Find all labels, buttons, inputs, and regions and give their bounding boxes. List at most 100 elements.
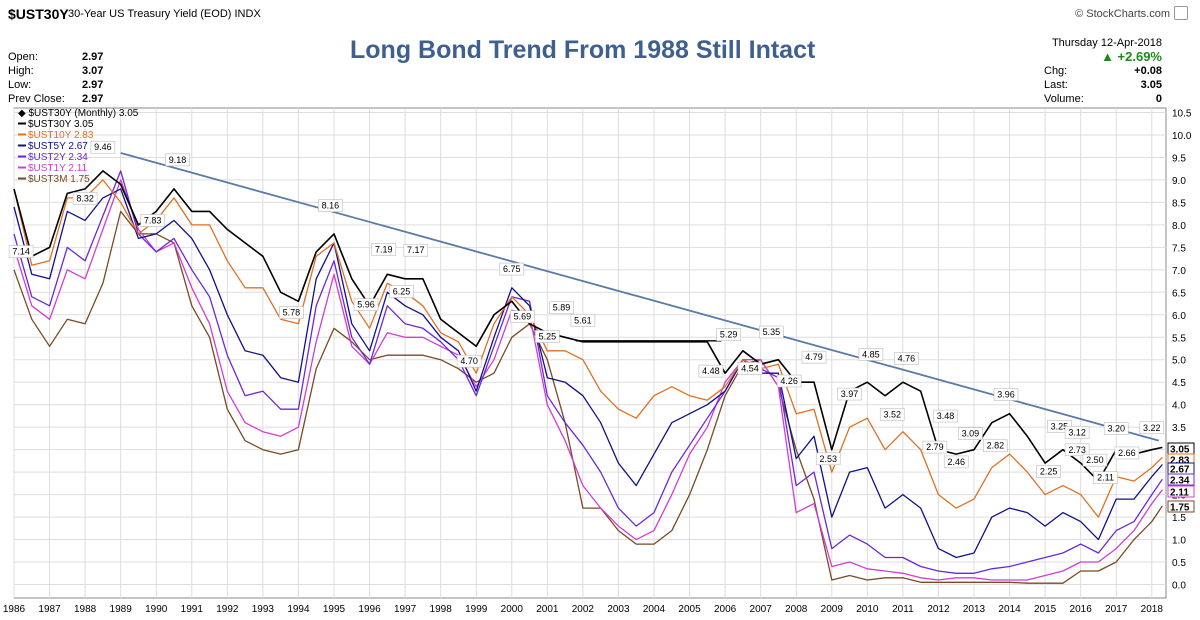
annotation-box bbox=[958, 427, 983, 440]
annotation-label: 4.79 bbox=[805, 352, 823, 362]
y-tick-label: 1.0 bbox=[1172, 536, 1186, 547]
y-tick-label: 9.5 bbox=[1172, 153, 1186, 164]
x-tick-label: 2010 bbox=[856, 604, 879, 615]
x-tick-label: 2012 bbox=[927, 604, 950, 615]
last-value-tag-box bbox=[1167, 500, 1195, 513]
last-value-tag-ust10y: 2.83 bbox=[1170, 456, 1190, 467]
legend-entry-ust10y: $UST10Y 2.83 bbox=[28, 130, 94, 141]
annotation-label: 3.48 bbox=[937, 411, 955, 421]
annotation-label: 6.75 bbox=[503, 264, 521, 274]
trendline bbox=[120, 152, 1160, 442]
x-tick-label: 1993 bbox=[252, 604, 275, 615]
annotation-box bbox=[993, 388, 1019, 401]
annotation-box bbox=[815, 452, 841, 466]
annotation-box bbox=[1082, 453, 1108, 467]
change-percent: ▲ +2.69% bbox=[1101, 49, 1162, 64]
y-tick-label: 8.5 bbox=[1172, 198, 1186, 209]
annotation-box bbox=[983, 439, 1008, 453]
annotation-label: 2.73 bbox=[1068, 445, 1086, 455]
annotation-label: 4.70 bbox=[460, 356, 478, 366]
x-tick-label: 2011 bbox=[892, 604, 914, 615]
last-value-tag-ust3m: 1.75 bbox=[1170, 503, 1190, 514]
x-tick-label: 2014 bbox=[998, 604, 1021, 615]
annotation-label: 3.97 bbox=[841, 389, 859, 399]
last-value-tag-ust2y: 2.34 bbox=[1170, 476, 1190, 487]
annotation-box bbox=[1064, 425, 1090, 439]
annotation-label: 2.79 bbox=[926, 442, 944, 452]
x-tick-label: 2006 bbox=[714, 604, 737, 615]
annotation-box bbox=[72, 192, 98, 205]
annotation-box bbox=[737, 362, 763, 375]
quote-chg: Chg: +0.08 bbox=[1044, 65, 1162, 77]
annotation-label: 6.25 bbox=[393, 287, 411, 297]
annotation-box bbox=[90, 140, 116, 154]
annotation-box bbox=[535, 330, 560, 343]
annotation-label: 5.89 bbox=[553, 303, 571, 313]
annotation-box bbox=[371, 242, 397, 256]
annotation-box bbox=[922, 440, 948, 454]
y-tick-label: 6.5 bbox=[1172, 288, 1186, 299]
y-tick-label: 10.0 bbox=[1172, 131, 1192, 142]
x-tick-label: 2013 bbox=[963, 604, 986, 615]
annotation-label: 2.46 bbox=[947, 457, 965, 467]
last-value-tag-box bbox=[1167, 485, 1195, 498]
annotation-label: 8.32 bbox=[76, 193, 94, 203]
y-tick-label: 10.5 bbox=[1172, 108, 1192, 119]
annotation-label: 3.22 bbox=[1143, 423, 1161, 433]
annotation-box bbox=[549, 301, 574, 315]
copyright: © StockCharts.com bbox=[1075, 8, 1170, 20]
annotation-label: 2.82 bbox=[987, 441, 1005, 451]
legend-entry-ust30y: $UST30Y 3.05 bbox=[28, 119, 94, 130]
x-tick-label: 1992 bbox=[216, 604, 239, 615]
y-tick-label: 7.5 bbox=[1172, 243, 1186, 254]
annotation-box bbox=[1103, 422, 1129, 435]
annotation-label: 5.35 bbox=[763, 327, 781, 337]
annotation-box bbox=[1114, 446, 1140, 460]
quote-volume: Volume: 0 bbox=[1044, 93, 1162, 105]
annotation-label: 2.11 bbox=[1097, 473, 1114, 483]
last-value-tag-ust5y: 2.67 bbox=[1170, 465, 1190, 476]
annotation-label: 3.25 bbox=[1051, 421, 1069, 431]
x-tick-label: 2016 bbox=[1070, 604, 1093, 615]
annotation-label: 4.48 bbox=[702, 366, 720, 376]
x-tick-label: 2005 bbox=[678, 604, 701, 615]
annotation-label: 7.14 bbox=[12, 247, 30, 257]
series-line-ust3m bbox=[13, 210, 1163, 584]
x-tick-label: 1995 bbox=[323, 604, 346, 615]
x-tick-label: 2009 bbox=[821, 604, 844, 615]
legend-title: ◆ $UST30Y (Monthly) 3.05 bbox=[18, 108, 139, 119]
y-tick-label: 6.0 bbox=[1172, 311, 1186, 322]
y-tick-label: 3.5 bbox=[1172, 423, 1186, 434]
y-tick-label: 8.0 bbox=[1172, 221, 1186, 232]
annotation-box bbox=[837, 387, 862, 401]
annotation-box bbox=[1036, 465, 1061, 478]
annotation-box bbox=[933, 409, 958, 423]
x-tick-label: 2018 bbox=[1141, 604, 1164, 615]
annotation-label: 3.52 bbox=[883, 409, 901, 419]
annotation-label: 3.09 bbox=[962, 429, 980, 439]
x-tick-label: 2004 bbox=[643, 604, 666, 615]
annotation-label: 4.85 bbox=[862, 349, 880, 359]
x-tick-label: 2017 bbox=[1105, 604, 1128, 615]
y-tick-label: 9.0 bbox=[1172, 176, 1186, 187]
description-text: 30-Year US Treasury Yield (EOD) bbox=[68, 8, 232, 20]
x-tick-label: 1991 bbox=[181, 604, 204, 615]
annotation-label: 4.76 bbox=[898, 354, 916, 364]
annotation-label: 2.53 bbox=[819, 454, 837, 464]
annotation-box bbox=[353, 298, 379, 311]
annotation-label: 8.16 bbox=[322, 201, 340, 211]
annotation-box bbox=[570, 314, 596, 327]
x-tick-label: 1988 bbox=[74, 604, 97, 615]
annotation-label: 2.66 bbox=[1118, 448, 1136, 458]
x-tick-label: 2007 bbox=[750, 604, 773, 615]
x-tick-label: 2008 bbox=[785, 604, 808, 615]
annotation-box bbox=[318, 199, 343, 212]
annotation-box bbox=[1139, 421, 1165, 435]
quote-last: Last: 3.05 bbox=[1044, 79, 1162, 91]
x-tick-label: 2000 bbox=[501, 604, 524, 615]
annotation-box bbox=[279, 306, 304, 319]
annotation-label: 7.83 bbox=[144, 216, 162, 226]
annotation-label: 2.50 bbox=[1086, 455, 1104, 465]
settings-icon[interactable] bbox=[1174, 6, 1188, 20]
